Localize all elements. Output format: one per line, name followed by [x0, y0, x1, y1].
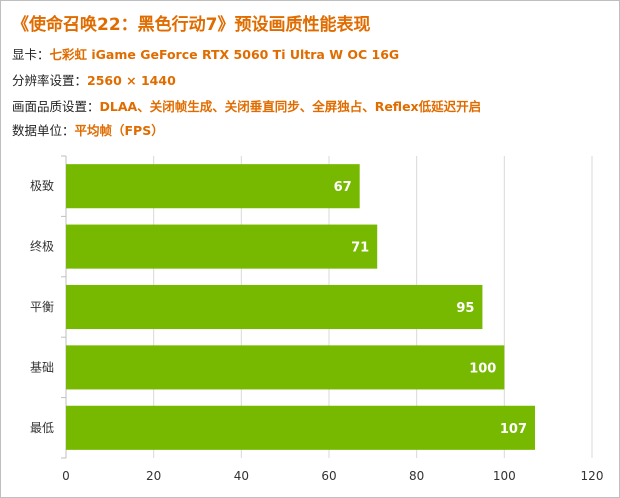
unit-label: 数据单位：: [12, 123, 75, 138]
bar: [66, 345, 505, 390]
x-tick-label: 60: [321, 469, 336, 483]
bar: [66, 405, 536, 450]
chart-title: 《使命召唤22：黑色行动7》预设画质性能表现: [12, 15, 371, 35]
x-tick-label: 20: [146, 469, 161, 483]
resolution-value: 2560 × 1440: [87, 73, 176, 88]
bar-value-label: 71: [351, 241, 369, 256]
resolution-info-row: 分辨率设置：2560 × 1440: [12, 70, 176, 89]
y-category-label: 终极: [30, 239, 54, 254]
unit-value: 平均帧（FPS）: [74, 123, 164, 138]
y-category-label: 极致: [30, 179, 54, 193]
x-tick-label: 100: [493, 469, 516, 483]
quality-value: DLAA、关闭帧生成、关闭垂直同步、全屏独占、Reflex低延迟开启: [99, 99, 482, 114]
bar-value-label: 67: [334, 180, 352, 195]
bar: [66, 224, 378, 269]
quality-info-row: 画面品质设置：DLAA、关闭帧生成、关闭垂直同步、全屏独占、Reflex低延迟开…: [12, 96, 481, 115]
bar-value-label: 95: [456, 301, 474, 316]
unit-info-row: 数据单位：平均帧（FPS）: [12, 120, 164, 139]
bar: [66, 164, 360, 209]
y-category-label: 平衡: [30, 300, 54, 314]
x-tick-label: 120: [581, 469, 604, 483]
quality-label: 画面品质设置：: [12, 99, 100, 114]
bar: [66, 284, 483, 330]
gpu-info-row: 显卡：七彩虹 iGame GeForce RTX 5060 Ti Ultra W…: [12, 44, 399, 63]
x-tick-label: 40: [234, 469, 249, 483]
y-category-label: 基础: [30, 360, 54, 374]
gpu-value: 七彩虹 iGame GeForce RTX 5060 Ti Ultra W OC…: [49, 47, 400, 62]
x-tick-label: 80: [409, 469, 424, 483]
x-tick-label: 0: [62, 469, 70, 483]
bar-value-label: 107: [500, 422, 527, 437]
gpu-label: 显卡：: [12, 47, 50, 62]
bar-value-label: 100: [469, 361, 496, 376]
resolution-label: 分辨率设置：: [12, 73, 88, 88]
y-category-label: 最低: [30, 421, 54, 435]
